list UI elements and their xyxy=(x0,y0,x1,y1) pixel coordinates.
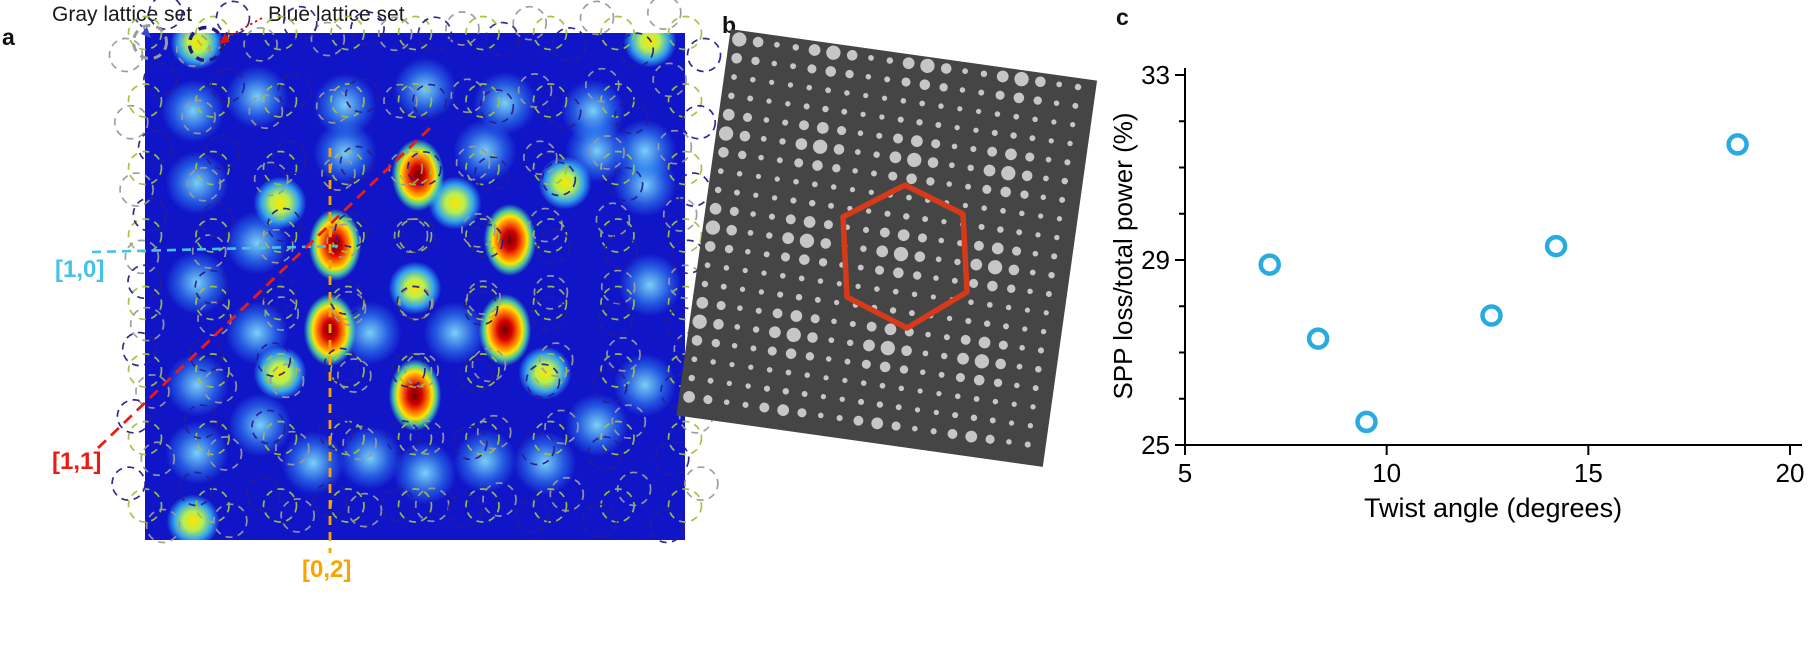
x-tick-label: 20 xyxy=(1776,458,1805,488)
panel-c-scatter-plot: 25 29 33 5 10 15 20 Twist angle (degrees) SPP lo… xyxy=(1108,60,1805,523)
direction-line-11 xyxy=(97,126,431,450)
blue-lattice-set-label: Blue lattice set xyxy=(268,3,405,26)
panel-a-label: a xyxy=(2,24,15,50)
y-tick-label: 33 xyxy=(1141,60,1170,90)
y-axis-title: SPP loss/total power (%) xyxy=(1108,112,1138,399)
direction-line-10 xyxy=(91,244,339,254)
data-point xyxy=(1355,410,1378,434)
direction-label-11: [1,1] xyxy=(52,448,102,475)
blue-callout-circle xyxy=(187,25,225,63)
x-tick-label: 15 xyxy=(1574,458,1603,488)
data-point xyxy=(1544,234,1568,258)
moire-unit-cell-outline xyxy=(840,182,970,331)
gray-lattice-circles xyxy=(108,0,719,544)
panel-b-sem-image xyxy=(676,29,1098,467)
green-lattice-circles xyxy=(127,15,703,523)
data-point xyxy=(1480,304,1503,327)
blue-annotation-arrow xyxy=(219,17,263,44)
y-tick-label: 29 xyxy=(1141,245,1170,275)
data-point xyxy=(1306,327,1330,350)
x-tick-label: 5 xyxy=(1178,458,1192,488)
gray-lattice-set-label: Gray lattice set xyxy=(52,3,193,26)
data-point xyxy=(1726,133,1749,156)
data-point xyxy=(1258,253,1281,276)
x-tick-label: 10 xyxy=(1372,458,1401,488)
gray-annotation-arrow xyxy=(135,19,151,38)
x-axis-title: Twist angle (degrees) xyxy=(1364,493,1622,523)
blue-lattice-circles xyxy=(111,0,722,544)
direction-label-10: [1,0] xyxy=(55,256,105,283)
panel-a-overlay xyxy=(91,0,722,553)
gray-callout-circle xyxy=(132,24,168,60)
panel-c-label: c xyxy=(1116,4,1129,30)
y-tick-label: 25 xyxy=(1141,430,1170,460)
direction-label-02: [0,2] xyxy=(302,556,352,583)
